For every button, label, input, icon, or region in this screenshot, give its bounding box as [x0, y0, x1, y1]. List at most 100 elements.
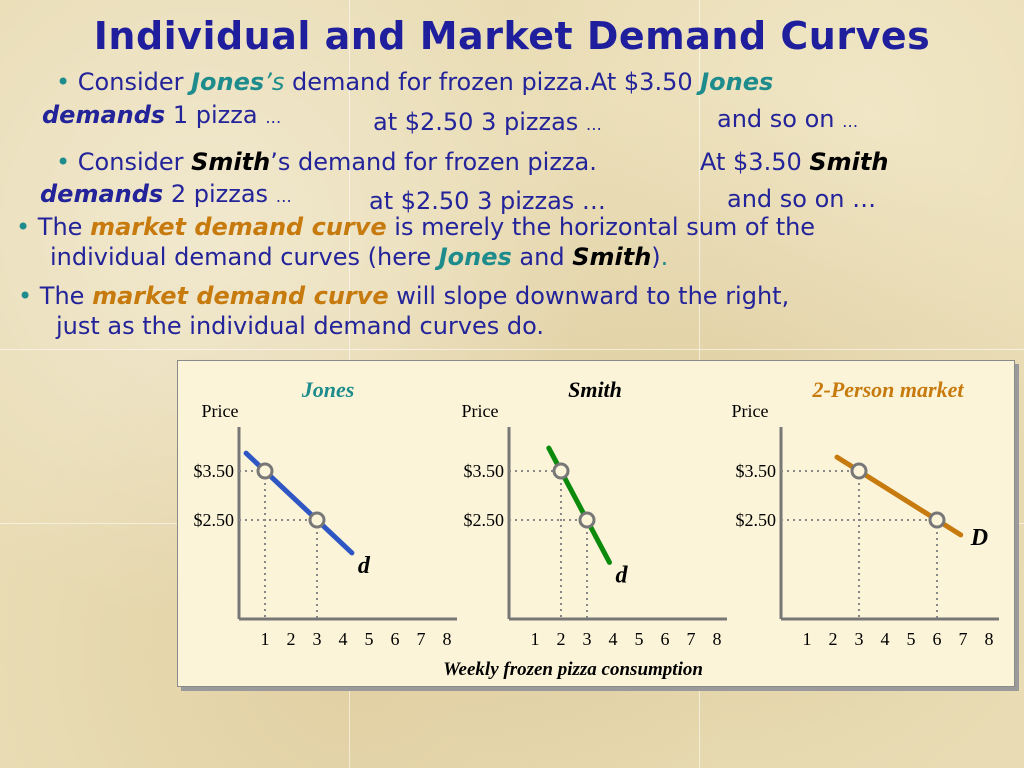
- x-tick-label: 8: [443, 629, 452, 649]
- x-tick-label: 3: [313, 629, 322, 649]
- bullet-text: At $3.50: [590, 68, 701, 96]
- x-tick-label: 3: [855, 629, 864, 649]
- x-tick-label: 8: [985, 629, 994, 649]
- x-tick-label: 7: [959, 629, 968, 649]
- bullet-2-line-1: • Consider Smith’s demand for frozen piz…: [56, 148, 597, 176]
- ellipsis: …: [265, 108, 282, 127]
- bullet-3-line-2: individual demand curves (here Jones and…: [50, 243, 668, 271]
- bullet-text: Consider: [77, 148, 192, 176]
- x-tick-label: 4: [881, 629, 890, 649]
- demand-point: [850, 462, 868, 480]
- bullet-text: will slope downward to the right,: [388, 282, 790, 310]
- jones-name: Jones: [438, 243, 512, 271]
- y-tick-label: $2.50: [194, 510, 235, 530]
- bullet-2-at350: At $3.50 Smith: [700, 148, 888, 176]
- slide-title: Individual and Market Demand Curves: [93, 14, 931, 58]
- bullet-1-line-1: • Consider Jones’s demand for frozen piz…: [56, 68, 773, 96]
- bullet-text: 2 pizzas: [163, 180, 276, 208]
- bullet-text: demand for frozen pizza.: [284, 68, 591, 96]
- bullet-icon: •: [56, 148, 71, 176]
- bullet-icon: •: [16, 213, 31, 241]
- chart-title: 2-Person market: [812, 377, 965, 402]
- x-axis-label: Weekly frozen pizza consumption: [443, 659, 703, 680]
- x-tick-label: 4: [339, 629, 348, 649]
- x-tick-label: 1: [803, 629, 812, 649]
- x-tick-label: 7: [687, 629, 696, 649]
- bullet-2-at250: at $2.50 3 pizzas …: [369, 187, 606, 215]
- curve-label: d: [615, 562, 628, 588]
- demand-point: [552, 462, 570, 480]
- y-tick-label: $3.50: [736, 461, 777, 481]
- bullet-1-at250: at $2.50 3 pizzas …: [373, 108, 602, 136]
- y-axis-label: Price: [732, 401, 769, 421]
- bullet-1-and-so-on: and so on …: [717, 105, 858, 133]
- demands-word: demands: [42, 101, 166, 129]
- x-tick-label: 2: [829, 629, 838, 649]
- chart-title: Smith: [568, 377, 622, 402]
- bullet-2-line-2: demands 2 pizzas …: [40, 180, 292, 208]
- period: .: [660, 243, 669, 271]
- bullet-icon: •: [56, 68, 71, 96]
- x-tick-label: 6: [661, 629, 670, 649]
- x-tick-label: 3: [583, 629, 592, 649]
- x-tick-label: 1: [531, 629, 540, 649]
- x-tick-label: 5: [635, 629, 644, 649]
- x-tick-label: 6: [933, 629, 942, 649]
- y-axis-label: Price: [462, 401, 499, 421]
- smith-name: Smith: [572, 243, 652, 271]
- demand-point: [256, 462, 274, 480]
- market-demand-curve-term: market demand curve: [90, 213, 387, 241]
- y-tick-label: $2.50: [464, 510, 505, 530]
- jones-name: Jones: [191, 68, 265, 96]
- ellipsis: …: [842, 112, 859, 131]
- smith-name: Smith: [809, 148, 889, 176]
- demand-point: [928, 511, 946, 529]
- x-tick-label: 4: [609, 629, 618, 649]
- bullet-text: at $2.50 3 pizzas: [373, 108, 586, 136]
- bullet-text: is merely the horizontal sum of the: [386, 213, 816, 241]
- bullet-3-line-1: • The market demand curve is merely the …: [16, 213, 815, 241]
- possessive: ’s: [264, 68, 285, 96]
- bullet-text: The: [39, 282, 93, 310]
- x-tick-label: 5: [365, 629, 374, 649]
- x-tick-label: 5: [907, 629, 916, 649]
- y-tick-label: $2.50: [736, 510, 777, 530]
- bullet-text: and so on: [717, 105, 843, 133]
- chart-panel: Jones Price $3.50 $2.50 1 2 3 4 5 6 7 8 d Smith Price $…: [177, 360, 1015, 687]
- bullet-2-and-so-on: and so on …: [727, 185, 877, 213]
- ellipsis: …: [275, 187, 292, 206]
- chart-title: Jones: [301, 377, 355, 402]
- x-tick-label: 2: [557, 629, 566, 649]
- x-tick-label: 7: [417, 629, 426, 649]
- bullet-text: ): [651, 243, 661, 271]
- jones-name: Jones: [700, 68, 774, 96]
- market-demand-curve-term: market demand curve: [92, 282, 389, 310]
- bullet-icon: •: [18, 282, 33, 310]
- y-tick-label: $3.50: [464, 461, 505, 481]
- x-tick-label: 6: [391, 629, 400, 649]
- bullet-text: and: [511, 243, 573, 271]
- x-tick-label: 1: [261, 629, 270, 649]
- y-axis-label: Price: [202, 401, 239, 421]
- bullet-text: Consider: [77, 68, 192, 96]
- bullet-text: ’s demand for frozen pizza.: [270, 148, 597, 176]
- y-tick-label: $3.50: [194, 461, 235, 481]
- bullet-text: 1 pizza: [165, 101, 266, 129]
- bullet-4-line-1: • The market demand curve will slope dow…: [18, 282, 789, 310]
- bullet-text: individual demand curves (here: [50, 243, 439, 271]
- tile-line: [0, 349, 1024, 350]
- demand-point: [578, 511, 596, 529]
- curve-label: d: [358, 553, 371, 579]
- x-tick-label: 8: [713, 629, 722, 649]
- demands-word: demands: [40, 180, 164, 208]
- bullet-4-line-2: just as the individual demand curves do.: [56, 312, 545, 340]
- demand-point: [308, 511, 326, 529]
- bullet-1-line-2: demands 1 pizza …: [42, 101, 281, 129]
- curve-label: D: [970, 525, 988, 551]
- ellipsis: …: [585, 115, 602, 134]
- smith-name: Smith: [191, 148, 271, 176]
- x-tick-label: 2: [287, 629, 296, 649]
- bullet-text: At $3.50: [700, 148, 810, 176]
- bullet-text: The: [37, 213, 91, 241]
